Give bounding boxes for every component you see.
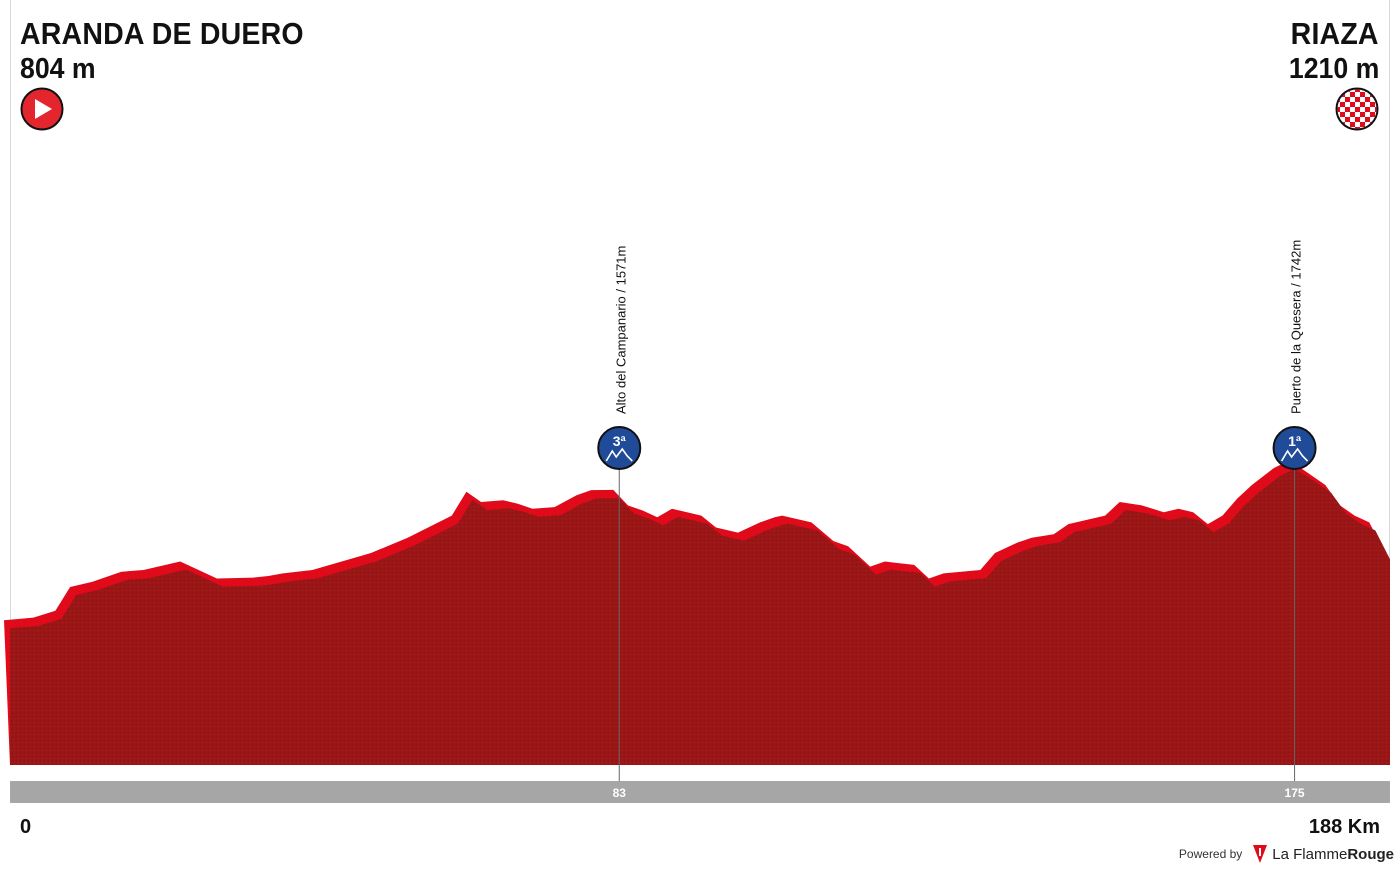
finish-checker-square [1350,112,1355,117]
mountain-icon [605,447,633,462]
finish-checker-square [1350,122,1355,127]
brand-name-second: Rouge [1347,845,1394,863]
distance-marker-label: 83 [613,786,627,800]
elevation-profile-chart: 3ª Alto del Campanario / 1571m 1ª Puerto de… [4,240,1390,803]
profile-baseline-gap [10,765,1390,781]
finish-checker-square [1340,102,1345,107]
finish-checker-square [1355,89,1360,92]
finish-checker-square [1365,107,1370,112]
la-flamme-rouge-logo-icon [1253,845,1268,863]
finish-checker-square [1360,122,1365,127]
finish-checker-square [1345,117,1350,122]
climb-name-label: Puerto de la Quesera / 1742m [1289,240,1304,414]
finish-checkered-flag-icon [1335,87,1379,131]
finish-checker-square [1370,102,1375,107]
finish-checker-square [1365,117,1370,122]
finish-checker-square [1360,92,1365,97]
right-frame-line [1389,0,1390,770]
mountain-icon [1280,447,1309,462]
finish-checker-square [1350,92,1355,97]
finish-altitude: 1210 m [1288,53,1379,85]
finish-checker-square [1355,117,1360,122]
climb-category-label: 3ª [613,433,627,449]
distance-end-label: 188 Km [1308,816,1380,838]
finish-checker-square [1350,102,1355,107]
climb-name-label: Alto del Campanario / 1571m [613,246,628,414]
finish-checker-square [1370,112,1375,117]
distance-bar [10,781,1390,803]
start-location-name: ARANDA DE DUERO [20,16,304,51]
powered-by-credit: Powered by La Flamme Rouge [1179,842,1394,866]
profile-area [10,468,1390,765]
finish-checker-square [1365,97,1370,102]
finish-checker-square [1340,112,1345,117]
climb-category-label: 1ª [1288,433,1302,449]
finish-checker-square [1360,112,1365,117]
finish-checker-square [1345,107,1350,112]
finish-location-name: RIAZA [1290,16,1379,51]
finish-checker-square [1355,107,1360,112]
left-frame-line [10,0,11,770]
distance-marker-label: 175 [1285,786,1305,800]
brand-name-first: La Flamme [1272,845,1348,863]
finish-checker-square [1337,107,1340,112]
finish-checker-square [1345,97,1350,102]
finish-checker-square [1355,127,1360,129]
start-play-icon [20,87,64,131]
finish-checker-square [1355,97,1360,102]
finish-checker-square [1360,102,1365,107]
finish-checker-square [1375,107,1377,112]
distance-start-label: 0 [20,816,32,838]
powered-by-text: Powered by [1178,847,1243,861]
start-altitude: 804 m [20,53,96,85]
